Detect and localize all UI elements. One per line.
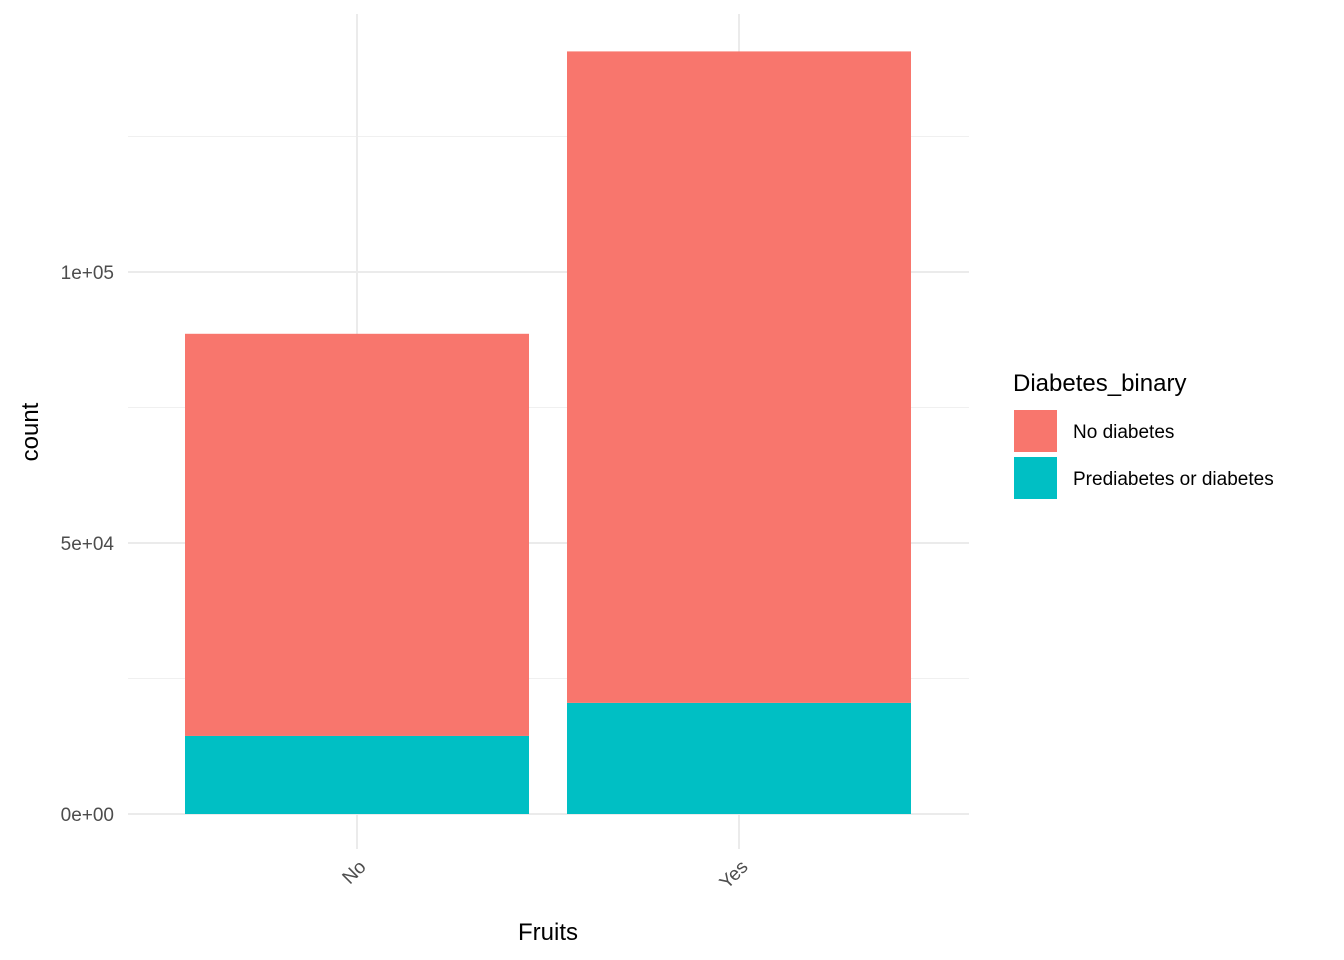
y-tick-label: 1e+05 <box>61 263 114 284</box>
y-tick-label: 0e+00 <box>61 805 114 826</box>
legend-key <box>1014 410 1057 452</box>
bar-segment-no-no-diabetes <box>185 333 529 736</box>
x-axis-title: Fruits <box>518 919 578 946</box>
x-tick-label: No <box>339 857 371 889</box>
y-axis-title: count <box>17 402 44 461</box>
legend-label: Prediabetes or diabetes <box>1073 469 1274 490</box>
bar-segment-no-prediabetes <box>185 735 529 814</box>
bar-segment-yes-prediabetes <box>567 702 911 814</box>
y-axis-ticks: 0e+00 5e+04 1e+05 <box>61 263 115 826</box>
legend-label: No diabetes <box>1073 422 1174 443</box>
x-tick-label: Yes <box>716 857 753 894</box>
legend-key <box>1014 457 1057 499</box>
y-tick-label: 5e+04 <box>61 534 115 555</box>
legend-title: Diabetes_binary <box>1013 370 1186 397</box>
bar-segment-yes-no-diabetes <box>567 51 911 703</box>
legend: Diabetes_binary No diabetes Prediabetes o… <box>1013 370 1274 499</box>
bars <box>185 51 911 814</box>
x-axis-ticks: No Yes <box>339 857 753 894</box>
